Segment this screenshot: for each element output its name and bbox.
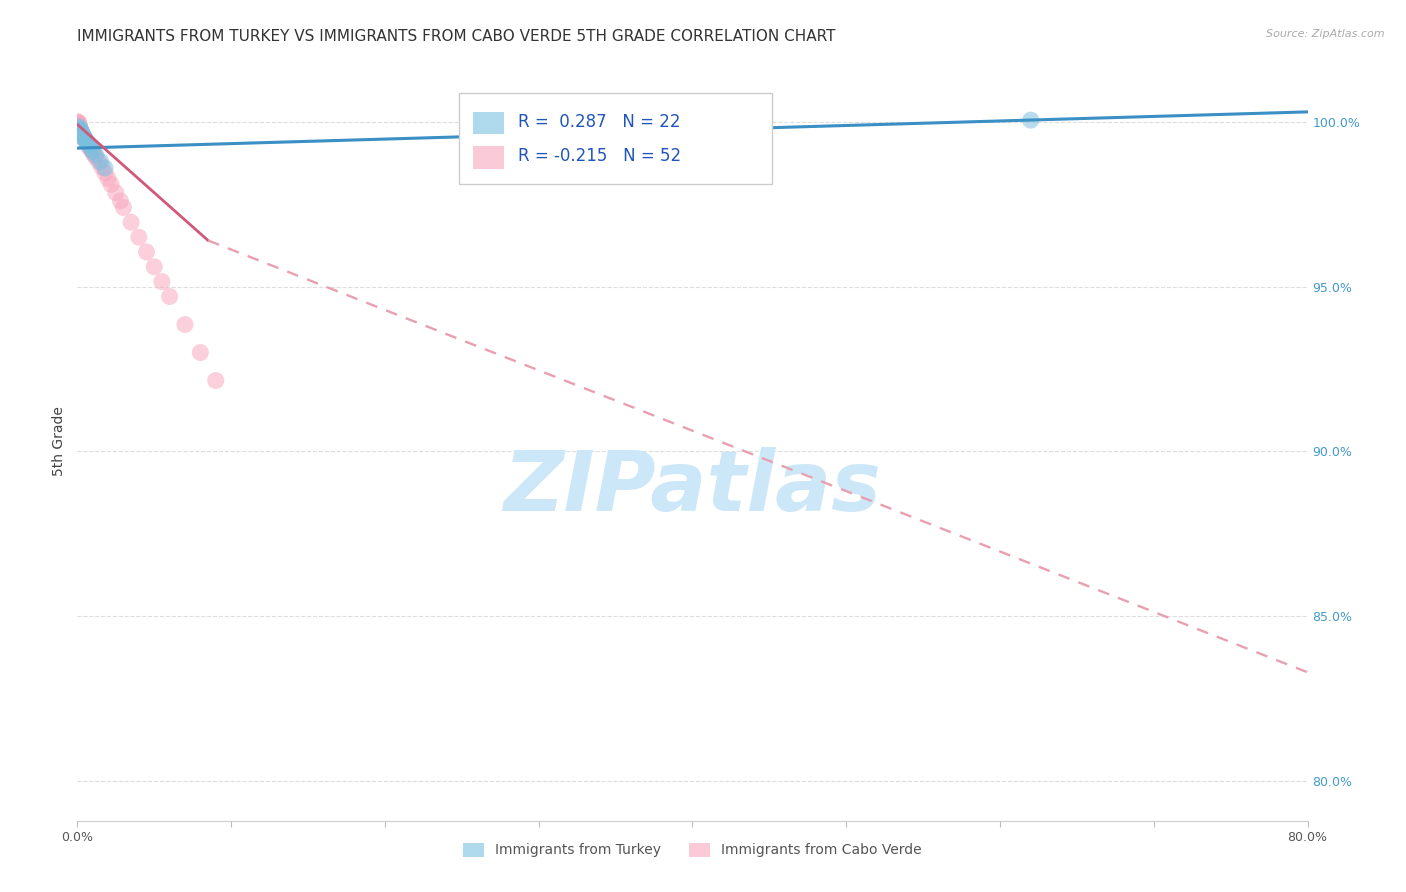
- Point: [76, 136, 98, 151]
- Point: [77, 139, 100, 153]
- Point: [70, 126, 93, 140]
- FancyBboxPatch shape: [474, 112, 505, 135]
- Point: [90, 161, 114, 175]
- Point: [69, 122, 91, 136]
- Point: [75, 133, 97, 147]
- Point: [69, 120, 91, 135]
- Text: R =  0.287   N = 22: R = 0.287 N = 22: [517, 112, 681, 130]
- Point: [77, 137, 100, 152]
- Point: [67, 116, 90, 130]
- Point: [97, 171, 120, 186]
- Point: [73, 131, 96, 145]
- Point: [67, 120, 90, 134]
- Point: [72, 128, 94, 143]
- Point: [120, 215, 142, 229]
- Point: [83, 147, 105, 161]
- Point: [73, 131, 96, 145]
- Point: [69, 122, 91, 136]
- Point: [94, 166, 117, 180]
- Point: [69, 123, 91, 137]
- Point: [70, 125, 93, 139]
- Point: [70, 128, 93, 142]
- Point: [82, 145, 104, 160]
- Point: [67, 120, 90, 134]
- Point: [79, 137, 101, 152]
- Point: [104, 186, 127, 200]
- Point: [73, 132, 96, 146]
- Point: [70, 125, 93, 139]
- Point: [66, 115, 89, 129]
- Point: [94, 161, 117, 175]
- Point: [110, 194, 132, 208]
- Point: [80, 141, 103, 155]
- Point: [67, 118, 90, 132]
- Legend: Immigrants from Turkey, Immigrants from Cabo Verde: Immigrants from Turkey, Immigrants from …: [458, 837, 927, 863]
- Point: [84, 150, 107, 164]
- Point: [67, 117, 90, 131]
- Point: [77, 136, 100, 151]
- Point: [112, 201, 135, 215]
- Point: [82, 145, 104, 159]
- Point: [67, 115, 90, 129]
- Point: [69, 124, 91, 138]
- Point: [1019, 113, 1042, 128]
- Text: Source: ZipAtlas.com: Source: ZipAtlas.com: [1267, 29, 1385, 38]
- Point: [69, 121, 91, 136]
- Point: [72, 129, 94, 144]
- Point: [76, 135, 98, 149]
- Point: [76, 135, 98, 149]
- Point: [72, 128, 94, 143]
- Point: [69, 123, 91, 137]
- Point: [204, 374, 226, 388]
- FancyBboxPatch shape: [458, 93, 772, 184]
- Text: ZIPatlas: ZIPatlas: [503, 447, 882, 527]
- Point: [79, 140, 101, 154]
- Point: [159, 289, 181, 303]
- Y-axis label: 5th Grade: 5th Grade: [52, 407, 66, 476]
- Point: [70, 126, 93, 140]
- Point: [174, 318, 197, 332]
- Point: [80, 143, 103, 157]
- Point: [143, 260, 166, 274]
- Point: [188, 345, 212, 359]
- Text: R = -0.215   N = 52: R = -0.215 N = 52: [517, 146, 681, 165]
- Point: [72, 128, 94, 142]
- FancyBboxPatch shape: [474, 145, 505, 169]
- Point: [69, 120, 91, 134]
- Point: [73, 130, 96, 145]
- Point: [150, 275, 173, 289]
- Point: [67, 116, 90, 130]
- Text: IMMIGRANTS FROM TURKEY VS IMMIGRANTS FROM CABO VERDE 5TH GRADE CORRELATION CHART: IMMIGRANTS FROM TURKEY VS IMMIGRANTS FRO…: [77, 29, 835, 44]
- Point: [67, 119, 90, 133]
- Point: [135, 244, 157, 259]
- Point: [87, 155, 110, 169]
- Point: [75, 134, 97, 148]
- Point: [72, 129, 94, 144]
- Point: [70, 128, 93, 142]
- Point: [89, 154, 111, 169]
- Point: [69, 123, 91, 137]
- Point: [76, 135, 98, 149]
- Point: [70, 125, 93, 139]
- Point: [100, 178, 122, 192]
- Point: [84, 147, 107, 161]
- Point: [128, 230, 150, 244]
- Point: [67, 121, 90, 136]
- Point: [73, 132, 96, 146]
